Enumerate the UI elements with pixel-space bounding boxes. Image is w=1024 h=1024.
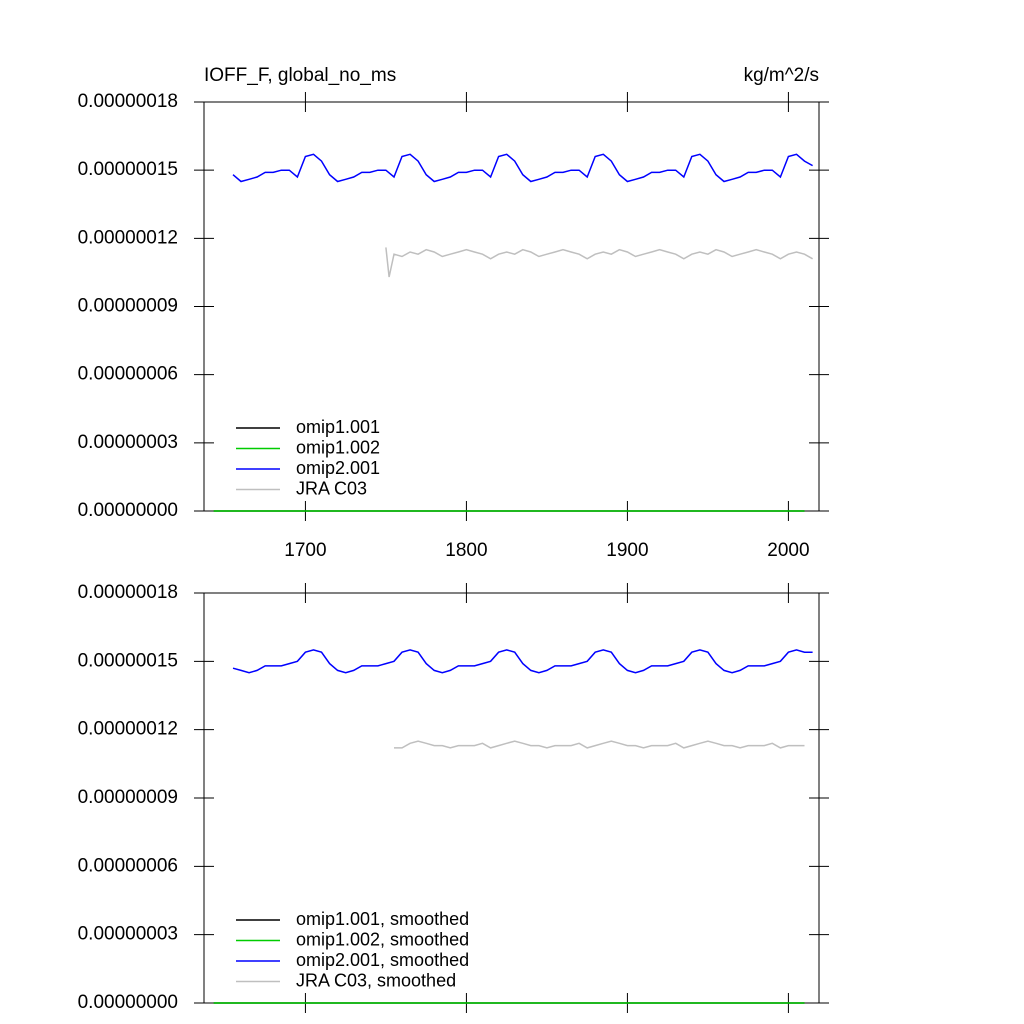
legend-label: omip2.001 bbox=[296, 458, 380, 478]
y-tick-label: 0.00000003 bbox=[78, 432, 178, 453]
legend-label: omip1.002, smoothed bbox=[296, 929, 469, 949]
data-line bbox=[385, 247, 813, 278]
y-tick-label: 0.00000018 bbox=[78, 91, 178, 112]
x-tick-label: 1900 bbox=[606, 540, 648, 561]
y-tick-label: 0.00000009 bbox=[78, 296, 178, 317]
y-tick-label: 0.00000015 bbox=[78, 159, 178, 180]
y-tick-label: 0.00000000 bbox=[78, 992, 178, 1013]
data-line bbox=[232, 153, 813, 183]
y-tick-label: 0.00000018 bbox=[78, 582, 178, 603]
y-tick-label: 0.00000012 bbox=[78, 227, 178, 248]
y-tick-label: 0.00000012 bbox=[78, 719, 178, 740]
legend-label: omip1.002 bbox=[296, 437, 380, 457]
x-tick-label: 1700 bbox=[284, 540, 326, 561]
legend-label: omip1.001, smoothed bbox=[296, 909, 469, 929]
data-line bbox=[394, 740, 805, 749]
x-tick-label: 2000 bbox=[767, 540, 809, 561]
y-tick-label: 0.00000000 bbox=[78, 500, 178, 521]
chart-title: IOFF_F, global_no_ms bbox=[204, 65, 396, 86]
data-line bbox=[232, 649, 813, 674]
y-tick-label: 0.00000015 bbox=[78, 650, 178, 671]
legend-label: JRA C03 bbox=[296, 478, 367, 498]
legend-label: omip2.001, smoothed bbox=[296, 950, 469, 970]
legend-label: omip1.001 bbox=[296, 417, 380, 437]
y-tick-label: 0.00000006 bbox=[78, 855, 178, 876]
y-tick-label: 0.00000006 bbox=[78, 364, 178, 385]
units-label: kg/m^2/s bbox=[744, 65, 819, 86]
y-tick-label: 0.00000009 bbox=[78, 787, 178, 808]
x-tick-label: 1800 bbox=[445, 540, 487, 561]
y-tick-label: 0.00000003 bbox=[78, 924, 178, 945]
legend-label: JRA C03, smoothed bbox=[296, 970, 456, 990]
